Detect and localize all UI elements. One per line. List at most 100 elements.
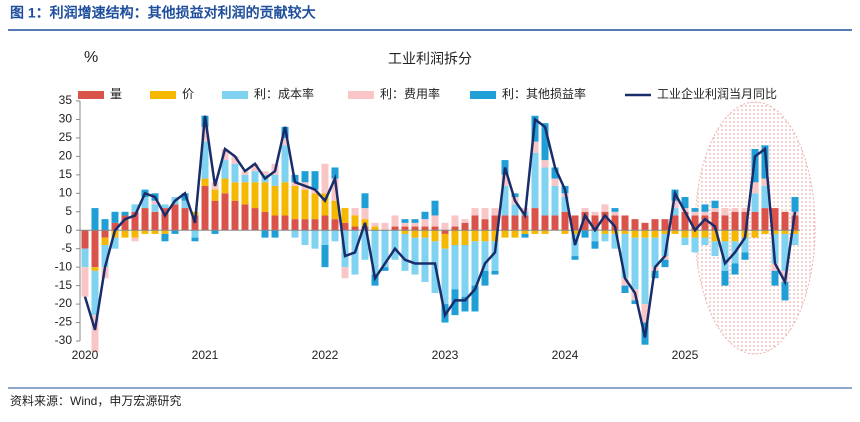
bar — [701, 211, 709, 216]
bar — [471, 230, 479, 242]
bar — [381, 267, 389, 271]
legend-label: 工业企业利润当月同比 — [657, 86, 777, 101]
legend-swatch — [150, 91, 176, 99]
bar — [431, 215, 439, 227]
bar — [681, 237, 689, 245]
bar — [551, 167, 559, 179]
bar — [361, 208, 369, 220]
y-tick-label: 20 — [59, 149, 73, 163]
bar — [321, 230, 329, 245]
bar — [331, 178, 339, 201]
bar — [711, 208, 719, 212]
bar — [161, 204, 169, 209]
bar — [741, 208, 749, 212]
bar — [701, 204, 709, 212]
bar — [91, 230, 99, 268]
y-tick-label: -5 — [61, 241, 72, 255]
bar — [241, 171, 249, 175]
bar — [771, 263, 779, 271]
bar — [571, 215, 579, 231]
page-title: 图 1：利润增速结构：其他损益对利润的贡献较大 — [10, 5, 316, 21]
bar — [341, 208, 349, 223]
bar — [411, 230, 419, 238]
bar — [251, 208, 259, 231]
bar — [791, 230, 799, 234]
bar — [681, 197, 689, 209]
bar — [771, 230, 779, 234]
bar — [461, 219, 469, 223]
bar — [301, 230, 309, 245]
bar — [131, 230, 139, 238]
y-tick-label: 25 — [59, 130, 73, 144]
bar — [551, 215, 559, 231]
bar — [311, 171, 319, 190]
bar — [141, 230, 149, 234]
bar — [401, 226, 409, 231]
bar — [111, 222, 119, 231]
bar — [81, 230, 89, 249]
bar — [561, 197, 569, 212]
bar — [441, 230, 449, 234]
bar — [651, 230, 659, 238]
bar — [601, 230, 609, 234]
bar — [641, 230, 649, 238]
y-tick-label: -20 — [55, 296, 73, 310]
bar — [641, 304, 649, 323]
bar — [281, 137, 289, 146]
bar — [721, 208, 729, 216]
legend-label: 量 — [110, 87, 122, 101]
bar — [461, 245, 469, 297]
bar — [751, 182, 759, 194]
bar — [101, 245, 109, 268]
bar — [691, 211, 699, 216]
bar — [611, 233, 619, 249]
bar — [431, 200, 439, 216]
bar — [91, 270, 99, 316]
bar — [461, 296, 469, 312]
bar — [151, 200, 159, 205]
bar — [221, 193, 229, 231]
bar — [261, 171, 269, 175]
bar — [791, 215, 799, 231]
bar — [611, 211, 619, 216]
bar — [361, 230, 369, 260]
bar — [671, 208, 679, 216]
bar — [271, 230, 279, 238]
bar — [411, 226, 419, 231]
bar — [311, 193, 319, 220]
bar — [391, 230, 399, 260]
bar — [511, 215, 519, 231]
bar — [731, 208, 739, 212]
bar — [791, 233, 799, 245]
bar — [711, 211, 719, 231]
bar — [561, 230, 569, 234]
bar — [101, 230, 109, 238]
bar — [671, 215, 679, 231]
bar — [451, 245, 459, 290]
bar — [291, 182, 299, 186]
bar — [621, 230, 629, 234]
y-tick-label: -15 — [55, 278, 73, 292]
bar — [601, 211, 609, 231]
bar — [421, 211, 429, 220]
bar — [531, 141, 539, 153]
bar — [651, 237, 659, 268]
bar — [781, 211, 789, 231]
bar — [491, 241, 499, 271]
bar — [771, 270, 779, 286]
bar — [151, 211, 159, 231]
bar — [371, 230, 379, 275]
bar — [621, 215, 629, 231]
bar — [741, 211, 749, 231]
y-tick-label: 15 — [59, 167, 73, 181]
bar — [381, 222, 389, 231]
bar — [491, 215, 499, 231]
bar — [481, 219, 489, 231]
bar — [631, 219, 639, 231]
y-tick-label: 0 — [65, 222, 72, 236]
bar — [441, 222, 449, 231]
bar — [81, 267, 89, 297]
bar — [401, 222, 409, 227]
bar — [711, 200, 719, 209]
bar — [441, 248, 449, 305]
